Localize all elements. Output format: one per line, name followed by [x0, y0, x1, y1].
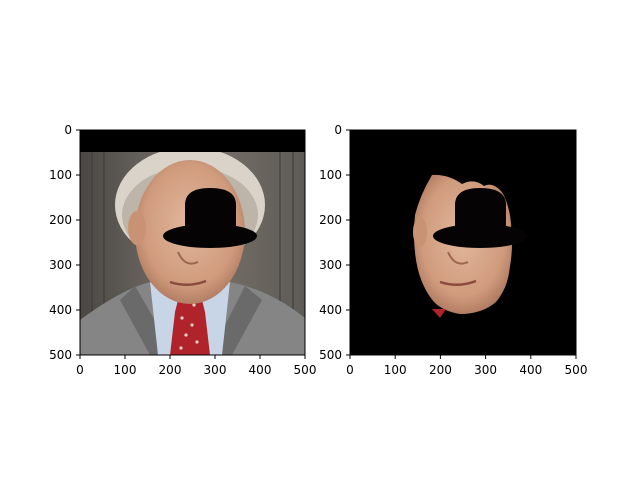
left-y-tick-label: 0 [64, 123, 72, 137]
right-image-panel: 0 100 200 300 400 500 0 100 200 300 400 500 [319, 123, 587, 377]
right-y-tick-label: 500 [319, 348, 342, 362]
right-y-tick-label: 400 [319, 303, 342, 317]
left-x-tick-label: 100 [114, 363, 137, 377]
left-y-tick-label: 300 [49, 258, 72, 272]
right-y-tick-label: 0 [334, 123, 342, 137]
left-y-tick-label: 400 [49, 303, 72, 317]
left-x-tick-label: 500 [294, 363, 317, 377]
right-x-tick-label: 200 [429, 363, 452, 377]
left-image [80, 130, 305, 355]
segmented-ear [413, 217, 427, 247]
left-x-tick-label: 0 [76, 363, 84, 377]
segmented-mouth [439, 279, 477, 286]
right-x-tick-label: 100 [384, 363, 407, 377]
left-axis-ticks: 0 100 200 300 400 500 0 100 200 300 400 500 [49, 123, 316, 377]
left-x-tick-label: 400 [249, 363, 272, 377]
left-y-tick-label: 200 [49, 213, 72, 227]
mouth [169, 279, 207, 286]
segmented-tie-tip [432, 309, 446, 318]
left-y-tick-label: 100 [49, 168, 72, 182]
right-x-tick-label: 400 [519, 363, 542, 377]
nose [177, 251, 199, 265]
tie-pattern [179, 303, 199, 350]
right-image [350, 130, 576, 355]
left-y-tick-label: 500 [49, 348, 72, 362]
right-y-tick-label: 300 [319, 258, 342, 272]
hat-mask [163, 188, 257, 248]
right-axes-frame [349, 129, 577, 356]
right-x-tick-label: 300 [474, 363, 497, 377]
left-axes-frame [79, 129, 306, 356]
right-x-tick-label: 0 [346, 363, 354, 377]
right-y-tick-label: 100 [319, 168, 342, 182]
left-x-tick-label: 200 [159, 363, 182, 377]
right-axis-ticks: 0 100 200 300 400 500 0 100 200 300 400 500 [319, 123, 587, 377]
segmented-nose [447, 251, 469, 265]
right-y-tick-label: 200 [319, 213, 342, 227]
ear-left [128, 211, 146, 245]
right-x-tick-label: 500 [565, 363, 588, 377]
left-x-tick-label: 300 [204, 363, 227, 377]
tie [170, 292, 210, 355]
hat-mask-right [433, 188, 527, 248]
left-image-panel: 0 100 200 300 400 500 0 100 200 300 400 500 [49, 123, 316, 377]
top-black-band [80, 130, 305, 152]
